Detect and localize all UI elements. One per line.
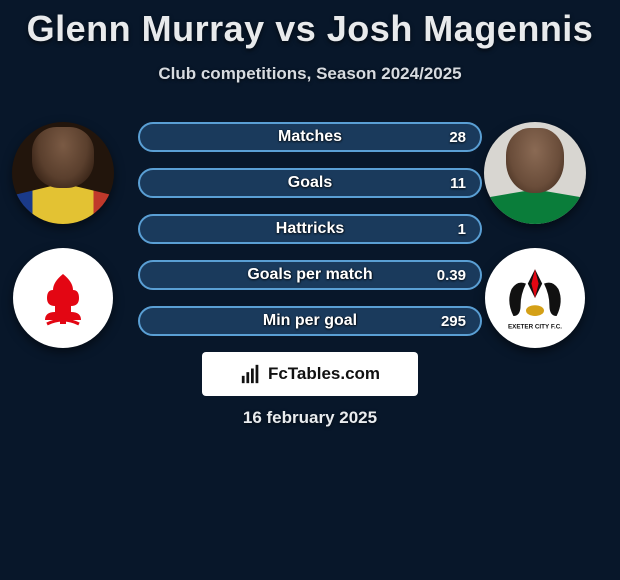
stat-value-right: 0.39 bbox=[437, 267, 466, 284]
player1-name: Glenn Murray bbox=[27, 8, 265, 49]
svg-text:EXETER CITY F.C.: EXETER CITY F.C. bbox=[508, 324, 562, 331]
stat-bar: Goals 11 bbox=[138, 168, 482, 198]
stat-label: Hattricks bbox=[276, 220, 344, 238]
stat-label: Goals bbox=[288, 174, 332, 192]
date-text: 16 february 2025 bbox=[0, 408, 620, 428]
subtitle: Club competitions, Season 2024/2025 bbox=[0, 64, 620, 84]
left-column bbox=[8, 122, 118, 372]
watermark: FcTables.com bbox=[202, 352, 418, 396]
stat-value-right: 1 bbox=[458, 221, 466, 238]
stat-value-right: 295 bbox=[441, 313, 466, 330]
stat-value-right: 11 bbox=[450, 175, 466, 192]
stat-label: Goals per match bbox=[247, 266, 372, 284]
chart-icon bbox=[240, 363, 262, 385]
stat-bar: Min per goal 295 bbox=[138, 306, 482, 336]
stat-bar: Hattricks 1 bbox=[138, 214, 482, 244]
player2-avatar bbox=[484, 122, 586, 224]
player2-name: Josh Magennis bbox=[327, 8, 594, 49]
stat-label: Matches bbox=[278, 128, 342, 146]
player1-avatar bbox=[12, 122, 114, 224]
stat-bar: Goals per match 0.39 bbox=[138, 260, 482, 290]
exeter-crest-icon: EXETER CITY F.C. bbox=[490, 253, 580, 343]
player2-club-crest: EXETER CITY F.C. bbox=[485, 248, 585, 348]
stat-label: Min per goal bbox=[263, 312, 357, 330]
stat-bars: Matches 28 Goals 11 Hattricks 1 Goals per matc… bbox=[138, 122, 482, 352]
forest-crest-icon bbox=[33, 268, 93, 328]
page-title: Glenn Murray vs Josh Magennis bbox=[0, 0, 620, 50]
stat-value-right: 28 bbox=[449, 129, 466, 146]
stat-bar: Matches 28 bbox=[138, 122, 482, 152]
right-column: EXETER CITY F.C. bbox=[480, 122, 590, 372]
player1-club-crest bbox=[13, 248, 113, 348]
vs-text: vs bbox=[275, 8, 316, 49]
watermark-text: FcTables.com bbox=[268, 364, 380, 384]
